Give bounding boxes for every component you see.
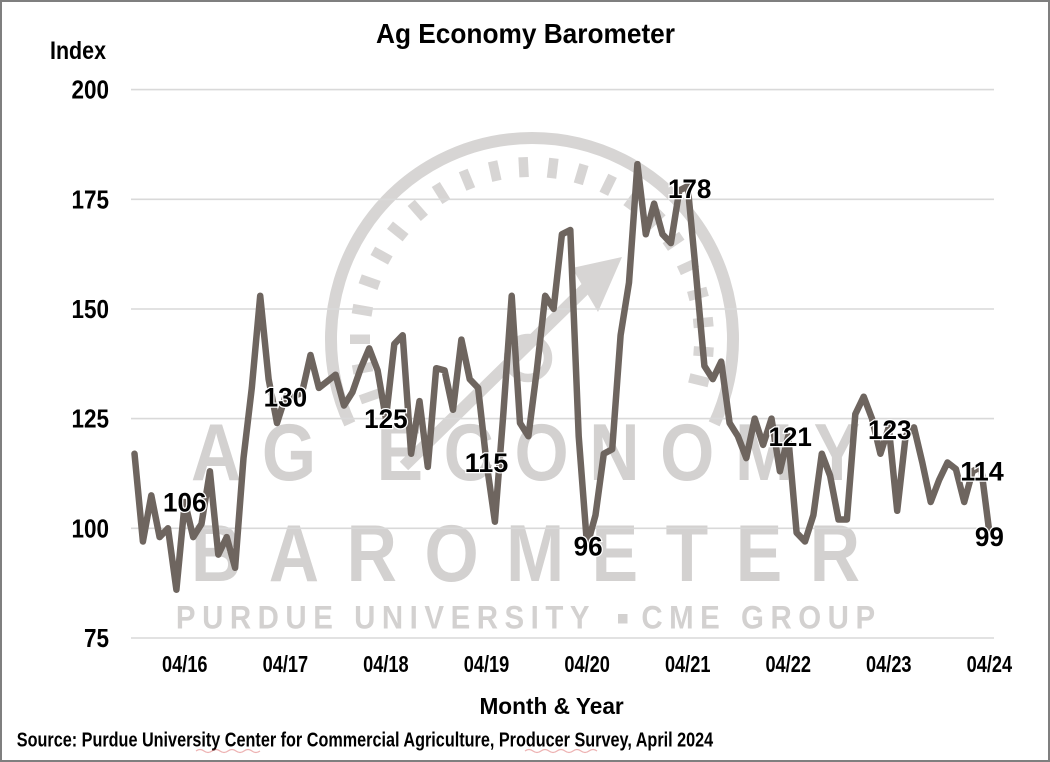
svg-text:04/20: 04/20	[564, 651, 610, 677]
svg-text:96: 96	[574, 532, 603, 562]
svg-text:Month & Year: Month & Year	[479, 693, 623, 719]
svg-text:BAROMETER: BAROMETER	[191, 509, 860, 599]
svg-text:125: 125	[364, 404, 408, 434]
svg-text:Index: Index	[50, 37, 106, 65]
svg-text:115: 115	[465, 448, 509, 478]
svg-text:123: 123	[868, 415, 912, 445]
svg-text:100: 100	[72, 513, 110, 543]
svg-text:150: 150	[72, 294, 110, 324]
svg-text:175: 175	[72, 184, 110, 214]
svg-text:130: 130	[264, 382, 308, 412]
svg-text:04/24: 04/24	[967, 651, 1013, 677]
svg-text:99: 99	[975, 522, 1004, 552]
svg-text:106: 106	[163, 488, 207, 518]
svg-text:178: 178	[668, 174, 712, 204]
svg-text:04/22: 04/22	[765, 651, 811, 677]
svg-text:04/17: 04/17	[263, 651, 309, 677]
svg-text:125: 125	[72, 404, 110, 434]
svg-text:114: 114	[960, 457, 1004, 487]
svg-text:Ag Economy Barometer: Ag Economy Barometer	[376, 18, 675, 49]
svg-text:75: 75	[84, 623, 109, 653]
svg-text:Source: Purdue University Cent: Source: Purdue University Center for Com…	[17, 729, 714, 751]
svg-text:04/16: 04/16	[162, 651, 208, 677]
svg-text:121: 121	[768, 422, 812, 452]
svg-text:PURDUE UNIVERSITY · CME GROUP: PURDUE UNIVERSITY · CME GROUP	[176, 599, 875, 635]
svg-text:200: 200	[72, 75, 110, 105]
svg-text:04/18: 04/18	[363, 651, 409, 677]
svg-text:04/23: 04/23	[866, 651, 912, 677]
svg-text:AG ECONOMY: AG ECONOMY	[191, 408, 860, 498]
svg-text:04/21: 04/21	[665, 651, 711, 677]
svg-text:04/19: 04/19	[464, 651, 510, 677]
